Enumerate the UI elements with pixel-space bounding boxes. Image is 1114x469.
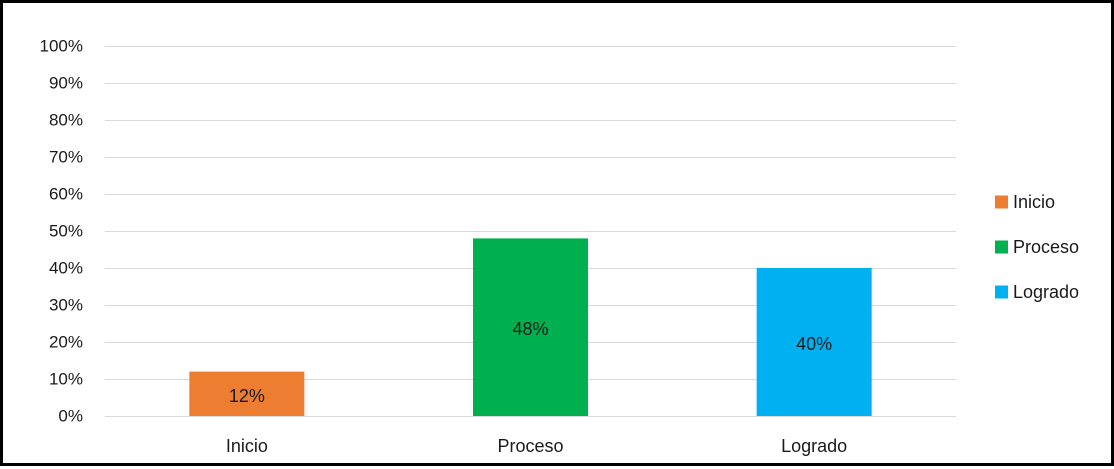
legend-swatch — [995, 195, 1008, 209]
x-axis-category-labels: Inicio Proceso Logrado — [226, 436, 847, 456]
legend-swatch — [995, 240, 1008, 254]
x-category-label: Inicio — [226, 436, 268, 456]
y-tick-label: 50% — [49, 222, 83, 241]
x-category-label: Logrado — [781, 436, 847, 456]
data-label-inicio: 12% — [229, 386, 265, 406]
data-labels: 12% 48% 40% — [229, 319, 832, 406]
data-label-proceso: 48% — [512, 319, 548, 339]
y-axis-tick-labels: 0% 10% 20% 30% 40% 50% 60% 70% 80% 90% 100% — [40, 37, 83, 426]
y-tick-label: 90% — [49, 74, 83, 93]
y-tick-label: 10% — [49, 370, 83, 389]
legend-item: Proceso — [995, 237, 1079, 257]
legend-label: Inicio — [1013, 192, 1055, 212]
legend-swatch — [995, 285, 1008, 299]
y-tick-label: 0% — [58, 407, 83, 426]
legend-item: Logrado — [995, 282, 1079, 302]
legend-label: Logrado — [1013, 282, 1079, 302]
y-tick-label: 100% — [40, 37, 83, 56]
y-tick-label: 70% — [49, 148, 83, 167]
y-tick-label: 40% — [49, 259, 83, 278]
bar-proceso — [473, 238, 588, 416]
bar-logrado — [756, 268, 872, 416]
legend-label: Proceso — [1013, 237, 1079, 257]
y-tick-label: 80% — [49, 111, 83, 130]
legend: Inicio Proceso Logrado — [995, 192, 1079, 302]
bar-chart: 0% 10% 20% 30% 40% 50% 60% 70% 80% 90% 100% 12% 48%… — [40, 37, 1080, 457]
y-tick-label: 30% — [49, 296, 83, 315]
data-label-logrado: 40% — [796, 334, 832, 354]
y-tick-label: 60% — [49, 185, 83, 204]
x-category-label: Proceso — [497, 436, 563, 456]
y-tick-label: 20% — [49, 333, 83, 352]
bars — [189, 238, 872, 416]
bar-inicio — [189, 371, 305, 416]
legend-item: Inicio — [995, 192, 1055, 212]
